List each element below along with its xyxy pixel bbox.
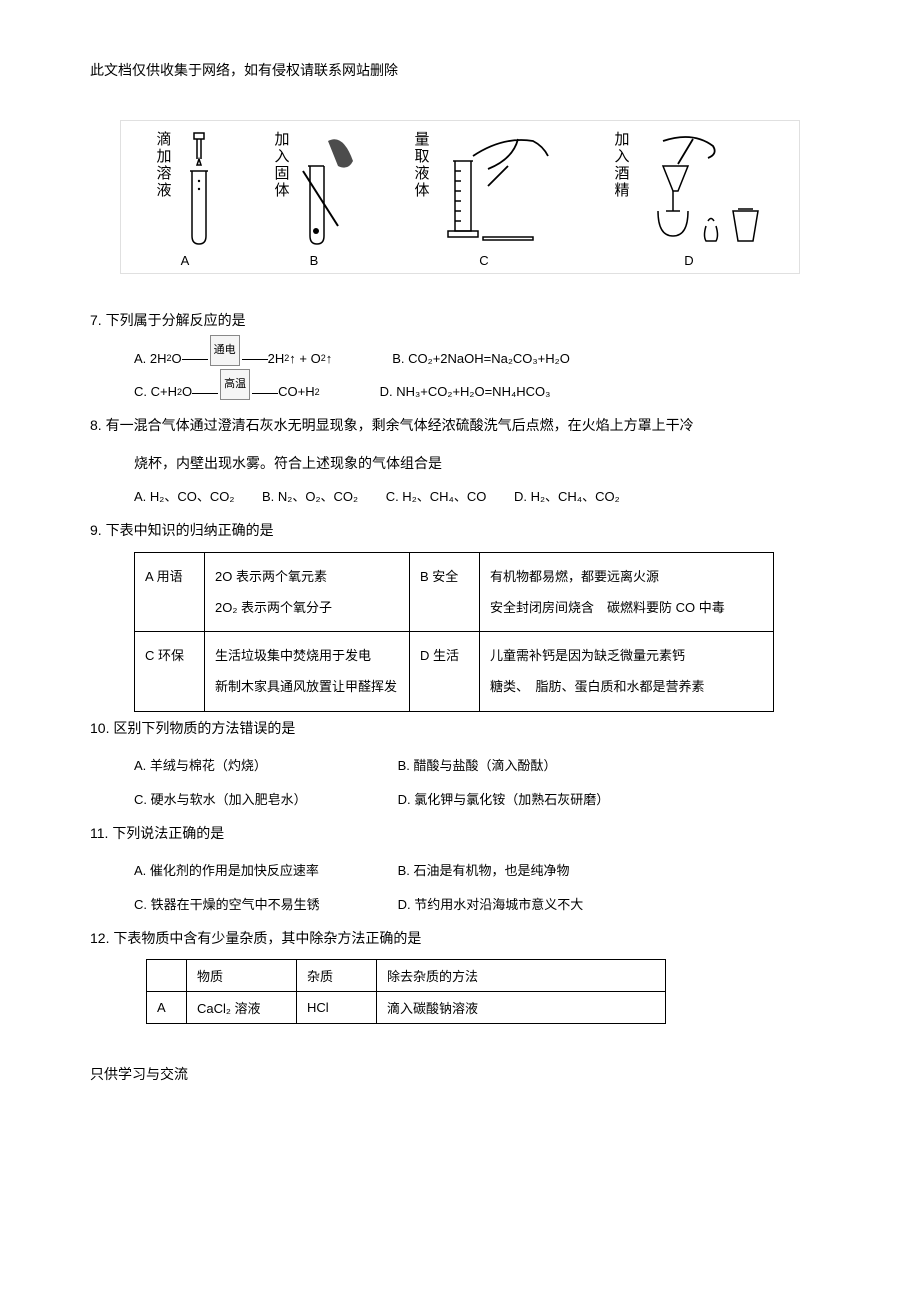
q8-opt-a: A. H₂、CO、CO₂ [134,489,234,504]
q7-line2: C. C+H2O 高温 CO+H2 D. NH₃+CO₂+H₂O=NH₄HCO₃ [90,375,830,409]
figure-a: 滴加溶液 A [153,131,218,268]
q11-stem: 11. 下列说法正确的是 [90,817,830,851]
q9-a-text: 2O 表示两个氧元素 2O₂ 表示两个氧分子 [205,552,410,631]
figure-a-caption: 滴加溶液 [153,131,174,199]
q10-opt-b: B. 醋酸与盐酸（滴入酚酞） [398,749,658,783]
q12-stem: 12. 下表物质中含有少量杂质，其中除杂方法正确的是 [90,922,830,956]
test-tube-solid-icon [298,131,358,251]
graduated-cylinder-icon [438,131,558,251]
q8-opt-b: B. N₂、O₂、CO₂ [262,489,358,504]
q9-c-text: 生活垃圾集中焚烧用于发电 新制木家具通风放置让甲醛挥发 [205,632,410,711]
figure-b-letter: B [310,253,319,268]
q12-h2: 杂质 [297,960,377,992]
q9-a-label: A 用语 [135,552,205,631]
figure-b-caption: 加入固体 [271,131,292,199]
q12-rowa-c2: HCl [297,992,377,1024]
figure-d-letter: D [684,253,693,268]
q7-line1: A. 2H2O 通电 2H2↑ + O2↑ B. CO₂+2NaOH=Na₂CO… [90,342,830,376]
figure-d: 加入酒精 D [611,131,768,268]
q7-stem: 7. 下列属于分解反应的是 [90,304,830,338]
figure-a-letter: A [181,253,190,268]
q10-line2: C. 硬水与软水（加入肥皂水） D. 氯化钾与氯化铵（加熟石灰研磨） [90,783,830,817]
q9-b-label: B 安全 [410,552,480,631]
q10-stem: 10. 区别下列物质的方法错误的是 [90,712,830,746]
q8-opt-c: C. H₂、CH₄、CO [386,489,487,504]
q8-stem: 8. 有一混合气体通过澄清石灰水无明显现象，剩余气体经浓硫酸洗气后点燃，在火焰上… [90,409,830,443]
figure-b: 加入固体 B [271,131,358,268]
q10-opt-d: D. 氯化钾与氯化铵（加熟石灰研磨） [398,783,658,817]
figure-c: 量取液体 C [411,131,558,268]
q9-stem: 9. 下表中知识的归纳正确的是 [90,514,830,548]
q8-stem2: 烧杯，内壁出现水雾。符合上述现象的气体组合是 [90,447,830,481]
figure-row: 滴加溶液 A 加入固体 B 量取液体 [120,120,800,274]
figure-c-letter: C [479,253,488,268]
q9-d-text: 儿童需补钙是因为缺乏微量元素钙 糖类、 脂肪、蛋白质和水都是营养素 [480,632,774,711]
q11-opt-d: D. 节约用水对沿海城市意义不大 [398,888,658,922]
q11-line1: A. 催化剂的作用是加快反应速率 B. 石油是有机物，也是纯净物 [90,854,830,888]
q8-opt-d: D. H₂、CH₄、CO₂ [514,489,620,504]
q12-h1: 物质 [187,960,297,992]
q7-opt-b: B. CO₂+2NaOH=Na₂CO₃+H₂O [392,342,570,376]
q7-opt-d: D. NH₃+CO₂+H₂O=NH₄HCO₃ [380,375,551,409]
q10-line1: A. 羊绒与棉花（灼烧） B. 醋酸与盐酸（滴入酚酞） [90,749,830,783]
figure-c-caption: 量取液体 [411,131,432,199]
q9-b-text: 有机物都易燃，都要远离火源 安全封闭房间烧含 碳燃料要防 CO 中毒 [480,552,774,631]
q10-opt-a: A. 羊绒与棉花（灼烧） [134,749,394,783]
footer-note: 只供学习与交流 [90,1064,830,1084]
q12-rowa-c3: 滴入碳酸钠溶液 [377,992,666,1024]
q10-opt-c: C. 硬水与软水（加入肥皂水） [134,783,394,817]
q7-opt-c: C. C+H2O 高温 CO+H2 [134,375,320,409]
q9-table: A 用语 2O 表示两个氧元素 2O₂ 表示两个氧分子 B 安全 有机物都易燃，… [134,552,774,712]
test-tube-dropper-icon [180,131,218,251]
q12-h3: 除去杂质的方法 [377,960,666,992]
q11-opt-b: B. 石油是有机物，也是纯净物 [398,854,658,888]
alcohol-lamp-funnel-icon [638,131,768,251]
q9-c-label: C 环保 [135,632,205,711]
q8-options: A. H₂、CO、CO₂ B. N₂、O₂、CO₂ C. H₂、CH₄、CO D… [90,480,830,514]
q12-table: 物质 杂质 除去杂质的方法 A CaCl₂ 溶液 HCl 滴入碳酸钠溶液 [146,959,666,1024]
q11-opt-a: A. 催化剂的作用是加快反应速率 [134,854,394,888]
header-note: 此文档仅供收集于网络，如有侵权请联系网站删除 [90,60,830,80]
q11-opt-c: C. 铁器在干燥的空气中不易生锈 [134,888,394,922]
q9-d-label: D 生活 [410,632,480,711]
q11-line2: C. 铁器在干燥的空气中不易生锈 D. 节约用水对沿海城市意义不大 [90,888,830,922]
figure-d-caption: 加入酒精 [611,131,632,199]
q12-rowa-c1: CaCl₂ 溶液 [187,992,297,1024]
q12-rowa-label: A [147,992,187,1024]
